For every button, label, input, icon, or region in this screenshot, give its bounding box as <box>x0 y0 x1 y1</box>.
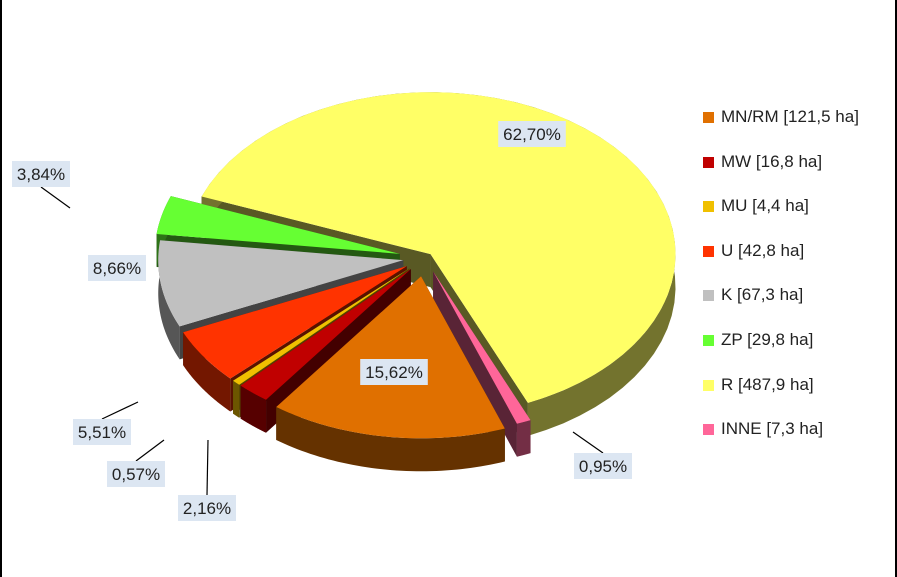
pie-slice-3 <box>183 266 407 379</box>
legend-swatch <box>703 290 714 302</box>
frame-border-left <box>0 0 2 577</box>
legend-item: MW [16,8 ha] <box>703 149 893 194</box>
legend-item: MU [4,4 ha] <box>703 193 893 238</box>
legend-item: ZP [29,8 ha] <box>703 327 893 372</box>
legend-swatch <box>703 156 714 168</box>
pie-slice-0 <box>276 276 505 439</box>
data-label-bg-7 <box>574 453 632 479</box>
frame-border-right <box>895 0 897 577</box>
legend-swatch <box>703 424 714 436</box>
data-label-3: 5,51% <box>78 423 126 442</box>
legend-swatch <box>703 112 714 123</box>
data-label-bg-2 <box>107 461 165 487</box>
pie-slice-7 <box>433 271 531 424</box>
data-label-bg-1 <box>178 495 236 521</box>
data-label-bg-6 <box>498 121 566 147</box>
legend-label: MW [16,8 ha] <box>721 151 823 171</box>
legend-swatch <box>703 334 714 346</box>
pie-slice-5 <box>156 196 400 254</box>
pie-slice-6 <box>201 92 676 403</box>
legend-label: MN/RM [121,5 ha] <box>721 107 859 126</box>
pie-slice-1 <box>240 269 411 400</box>
legend-swatch <box>703 201 714 213</box>
legend-label: INNE [7,3 ha] <box>721 419 824 439</box>
legend: MN/RM [121,5 ha] MW [16,8 ha] MU [4,4 ha] U… <box>703 104 893 461</box>
legend-item: R [487,9 ha] <box>703 372 893 417</box>
pie-slice-side-2 <box>233 380 240 418</box>
data-label-2: 0,57% <box>112 465 160 484</box>
legend-label: K [67,3 ha] <box>721 285 804 305</box>
pie-slice-side-4 <box>158 240 180 360</box>
legend-label: R [487,9 ha] <box>721 374 814 394</box>
pie-slice-4 <box>158 240 404 327</box>
leader-line-1 <box>206 439 209 496</box>
data-label-0: 15,62% <box>365 363 423 382</box>
leader-line-7 <box>572 431 604 454</box>
pie-slice-side-7 <box>516 420 531 457</box>
data-label-1: 2,16% <box>183 499 231 518</box>
legend-label: ZP [29,8 ha] <box>721 329 814 349</box>
legend-item: U [42,8 ha] <box>703 238 893 283</box>
legend-swatch <box>703 245 714 257</box>
leader-line-5 <box>40 186 71 209</box>
legend-label: MU [4,4 ha] <box>721 196 809 216</box>
data-label-4: 8,66% <box>93 259 141 278</box>
data-label-bg-3 <box>73 419 131 445</box>
pie-slice-side-1 <box>240 385 267 433</box>
legend-swatch <box>703 379 714 391</box>
legend-label: U [42,8 ha] <box>721 240 805 260</box>
pie-slice-2 <box>233 268 410 385</box>
pie-slice-side-0 <box>276 406 505 472</box>
legend-item: INNE [7,3 ha] <box>703 416 893 461</box>
pie-slice-wall-7-1 <box>433 271 517 457</box>
leader-line-2 <box>135 439 165 462</box>
data-label-bg-5 <box>12 161 70 187</box>
legend-item: MN/RM [121,5 ha] <box>703 104 893 149</box>
data-label-5: 3,84% <box>17 165 65 184</box>
data-label-6: 62,70% <box>503 125 561 144</box>
pie-slice-side-3 <box>183 332 231 412</box>
data-label-bg-0 <box>360 359 428 385</box>
data-label-bg-4 <box>88 255 146 281</box>
leader-line-3 <box>101 401 139 420</box>
data-label-7: 0,95% <box>579 457 627 476</box>
legend-item: K [67,3 ha] <box>703 282 893 327</box>
